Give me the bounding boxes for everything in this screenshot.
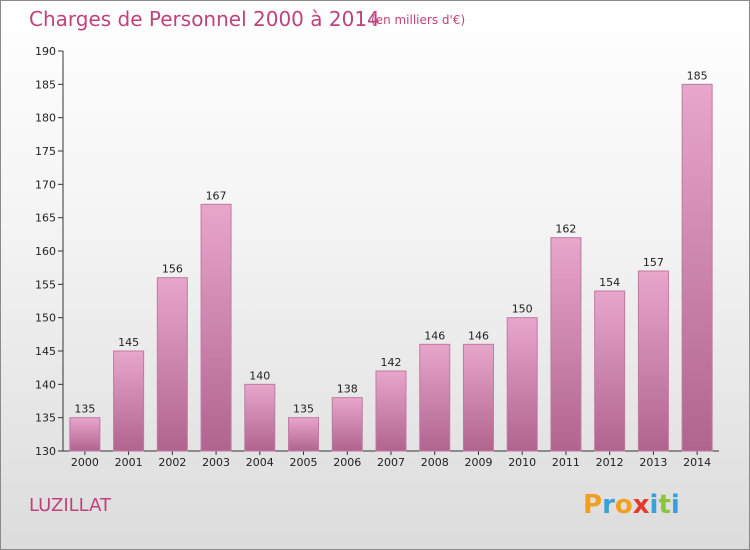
bar-2008 xyxy=(419,343,451,452)
logo-letter: P xyxy=(583,490,603,520)
bar-2005 xyxy=(288,417,320,452)
bar-2013 xyxy=(637,270,669,452)
x-tick-label: 2014 xyxy=(683,456,711,469)
x-tick-label: 2012 xyxy=(596,456,624,469)
y-tick-label: 140 xyxy=(35,378,56,391)
bar-value-label: 154 xyxy=(599,276,620,289)
y-tick-label: 145 xyxy=(35,345,56,358)
bar-value-label: 145 xyxy=(118,336,139,349)
x-tick-label: 2004 xyxy=(246,456,274,469)
bar-value-label: 150 xyxy=(512,303,533,316)
bar-value-label: 146 xyxy=(424,329,445,342)
x-tick-label: 2007 xyxy=(377,456,405,469)
x-tick-label: 2005 xyxy=(290,456,318,469)
place-name: LUZILLAT xyxy=(29,495,112,516)
y-tick-label: 135 xyxy=(35,412,56,425)
bar-value-label: 138 xyxy=(337,383,358,396)
y-tick-label: 160 xyxy=(35,245,56,258)
bar-2006 xyxy=(331,397,363,452)
bar-value-label: 140 xyxy=(249,369,270,382)
logo-letter: i xyxy=(670,490,680,520)
bar-2000 xyxy=(69,417,101,452)
y-tick-label: 180 xyxy=(35,112,56,125)
y-tick-label: 130 xyxy=(35,445,56,458)
bar-2011 xyxy=(550,237,582,452)
x-tick-label: 2009 xyxy=(464,456,492,469)
bar-2014 xyxy=(681,83,713,452)
logo-letter: x xyxy=(632,490,650,520)
x-tick-label: 2003 xyxy=(202,456,230,469)
bar-value-label: 146 xyxy=(468,329,489,342)
bar-value-label: 185 xyxy=(687,69,708,82)
bar-value-label: 162 xyxy=(555,223,576,236)
bar-value-label: 142 xyxy=(381,356,402,369)
y-tick-label: 150 xyxy=(35,312,56,325)
bar-2002 xyxy=(156,277,188,452)
x-tick-label: 2011 xyxy=(552,456,580,469)
x-tick-label: 2000 xyxy=(71,456,99,469)
bar-value-label: 135 xyxy=(293,403,314,416)
bar-2003 xyxy=(200,203,232,452)
bar-value-label: 135 xyxy=(74,403,95,416)
bar-value-label: 156 xyxy=(162,263,183,276)
x-tick-label: 2008 xyxy=(421,456,449,469)
x-tick-label: 2013 xyxy=(639,456,667,469)
y-tick-label: 175 xyxy=(35,145,56,158)
bar-value-label: 167 xyxy=(206,189,227,202)
x-tick-label: 2006 xyxy=(333,456,361,469)
logo-letter: i xyxy=(649,490,659,520)
x-tick-label: 2010 xyxy=(508,456,536,469)
bar-2007 xyxy=(375,370,407,452)
x-tick-label: 2002 xyxy=(158,456,186,469)
chart-title: Charges de Personnel 2000 à 2014 xyxy=(29,7,380,31)
logo-letter: r xyxy=(602,490,615,520)
bar-2001 xyxy=(113,350,145,452)
proxiti-logo[interactable]: Proxiti xyxy=(583,490,680,520)
bar-2012 xyxy=(594,290,626,452)
y-tick-label: 155 xyxy=(35,278,56,291)
logo-letter: t xyxy=(658,490,671,520)
bar-2010 xyxy=(506,317,538,452)
y-tick-label: 170 xyxy=(35,178,56,191)
logo-letter: o xyxy=(614,490,633,520)
y-tick-label: 190 xyxy=(35,45,56,58)
bar-2009 xyxy=(462,343,494,452)
chart-subtitle: (en milliers d'€) xyxy=(371,13,466,27)
bar-2004 xyxy=(244,383,276,452)
y-tick-label: 185 xyxy=(35,78,56,91)
x-tick-label: 2001 xyxy=(115,456,143,469)
y-tick-label: 165 xyxy=(35,212,56,225)
bar-value-label: 157 xyxy=(643,256,664,269)
